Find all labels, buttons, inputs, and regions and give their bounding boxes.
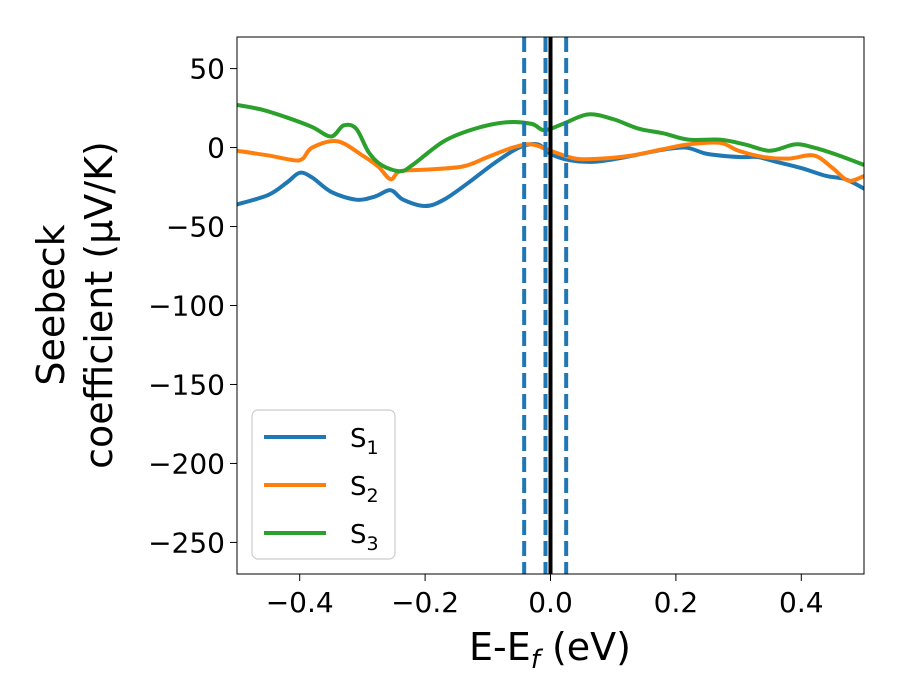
legend-label-s3: S3 <box>350 520 379 555</box>
y-tick-label: −50 <box>166 211 225 244</box>
y-axis-title-line2: coefficient (μV/K) <box>77 141 121 469</box>
legend-label-s1: S1 <box>350 424 379 459</box>
y-axis-title-line1: Seebeck <box>29 224 73 385</box>
y-tick-label: −200 <box>148 447 225 480</box>
x-tick-label: −0.4 <box>266 586 334 619</box>
x-tick-label: 0.4 <box>779 586 824 619</box>
series-line-s3 <box>237 102 864 174</box>
x-axis-title: E-Ef (eV) <box>469 625 631 675</box>
y-tick-label: 0 <box>207 132 225 165</box>
y-tick-label: −250 <box>148 526 225 559</box>
y-tick-label: −100 <box>148 290 225 323</box>
x-tick-label: 0.2 <box>654 586 699 619</box>
y-tick-label: −150 <box>148 368 225 401</box>
x-tick-label: 0.0 <box>528 586 573 619</box>
legend-label-s2: S2 <box>350 472 379 507</box>
y-tick-label: 50 <box>189 53 225 86</box>
x-tick-label: −0.2 <box>391 586 459 619</box>
series-line-s2 <box>237 139 864 183</box>
